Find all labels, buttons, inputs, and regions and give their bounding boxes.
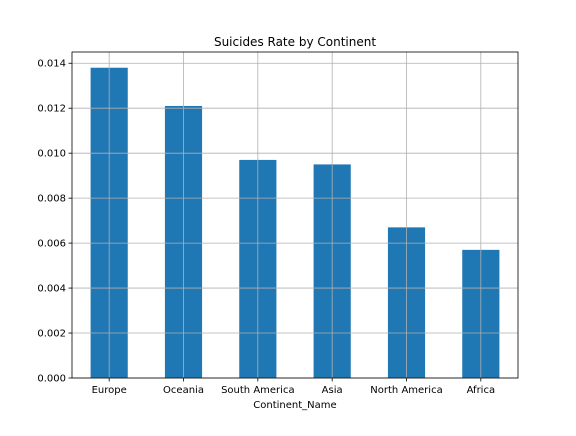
x-tick-label: South America — [221, 385, 295, 396]
x-tick-label: Oceania — [163, 385, 204, 396]
y-tick-label: 0.014 — [37, 59, 66, 70]
x-tick-label: North America — [370, 385, 442, 396]
bar-layer — [90, 67, 500, 379]
y-tick-label: 0.006 — [37, 239, 66, 250]
y-tick-label: 0.000 — [37, 374, 66, 385]
x-axis-label: Continent_Name — [253, 400, 336, 411]
x-tick-label: Africa — [467, 385, 496, 396]
tick-layer: 0.000 0.002 0.004 0.006 0.008 0.010 0.012 0.014… — [37, 59, 495, 396]
y-tick-label: 0.002 — [37, 329, 66, 340]
y-tick-label: 0.010 — [37, 149, 66, 160]
y-tick-label: 0.012 — [37, 104, 66, 115]
x-tick-label: Asia — [322, 385, 343, 396]
grid-layer — [72, 52, 518, 379]
y-tick-label: 0.004 — [37, 284, 66, 295]
chart-title: Suicides Rate by Continent — [214, 35, 376, 49]
plot-frame — [71, 51, 519, 379]
x-tick-label: Europe — [92, 385, 127, 396]
y-tick-label: 0.008 — [37, 194, 66, 205]
